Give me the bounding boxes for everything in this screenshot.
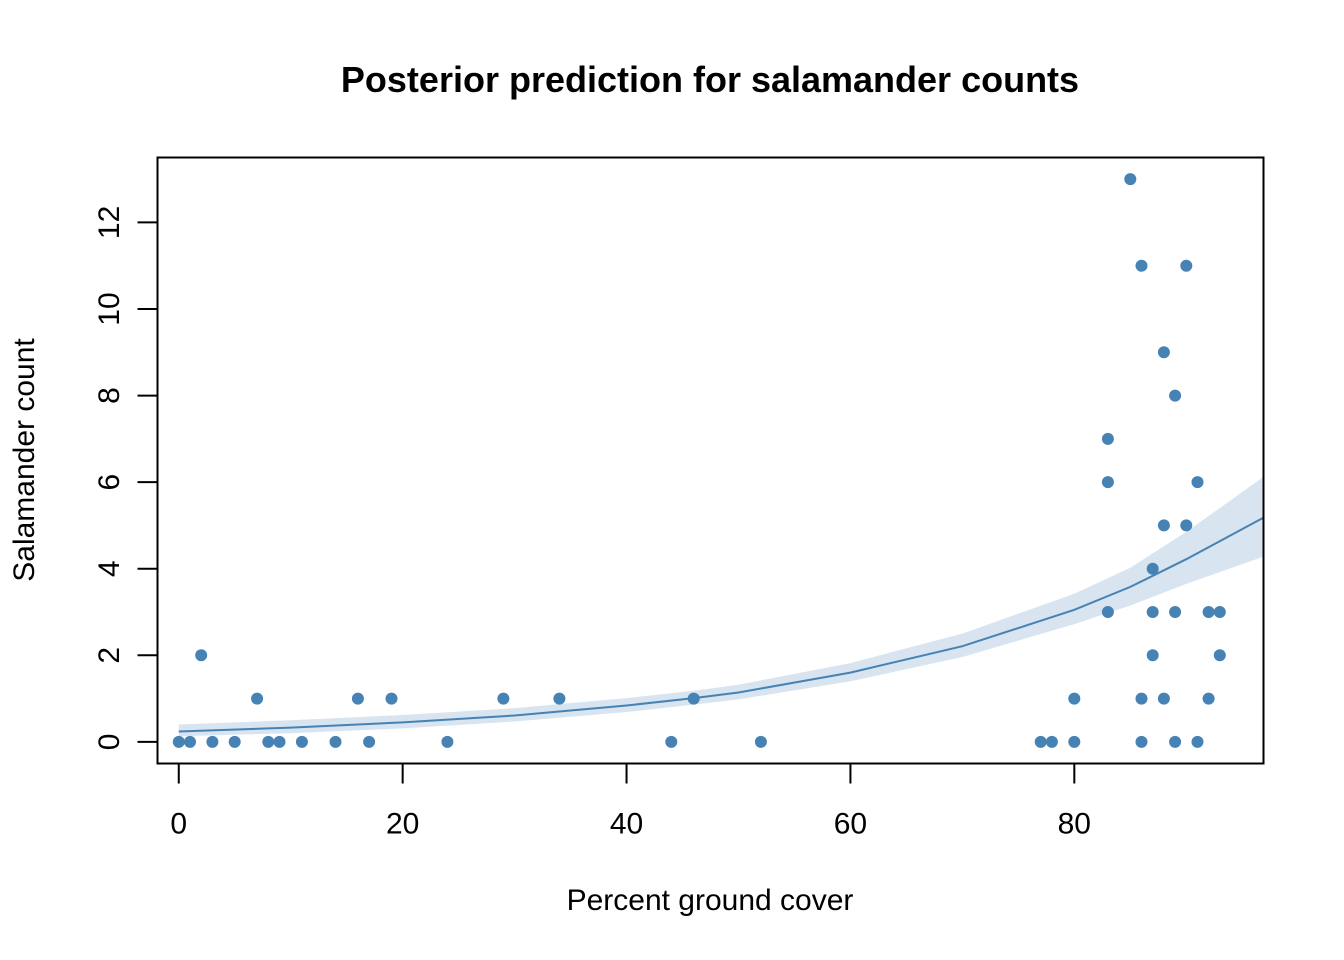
data-point — [1157, 519, 1170, 532]
data-point — [1169, 389, 1182, 402]
data-point — [295, 735, 308, 748]
data-point — [1146, 649, 1159, 662]
y-tick-label: 10 — [93, 292, 126, 325]
y-axis: 0 2 4 6 8 10 12 — [93, 206, 159, 751]
x-tick-label: 20 — [386, 808, 419, 841]
data-point — [1157, 346, 1170, 359]
data-point — [172, 735, 185, 748]
data-point — [1101, 476, 1114, 489]
posterior-mean-line — [178, 516, 1264, 733]
chart-title: Posterior prediction for salamander coun… — [341, 59, 1079, 100]
data-point — [1191, 735, 1204, 748]
data-point — [251, 692, 264, 705]
data-point — [1157, 692, 1170, 705]
data-point — [184, 735, 196, 748]
data-point — [1135, 692, 1148, 705]
data-point — [1101, 606, 1114, 618]
data-point — [1068, 735, 1081, 748]
x-tick-label: 40 — [610, 808, 643, 841]
x-axis: 0 20 40 60 80 — [170, 762, 1091, 841]
mean-line-layer — [178, 516, 1264, 733]
data-point — [1202, 606, 1215, 618]
data-point — [329, 735, 342, 748]
data-point — [228, 735, 241, 748]
credible-band-layer — [178, 476, 1264, 737]
y-tick-label: 2 — [93, 647, 126, 664]
data-point — [754, 735, 767, 748]
data-point — [351, 692, 364, 705]
data-point — [497, 692, 510, 705]
data-point — [1169, 606, 1182, 618]
data-point — [1068, 692, 1081, 705]
x-tick-label: 80 — [1058, 808, 1091, 841]
y-tick-label: 4 — [93, 560, 126, 577]
x-tick-label: 0 — [170, 808, 187, 841]
data-point — [206, 735, 219, 748]
credible-band — [178, 476, 1264, 737]
y-tick-label: 6 — [93, 474, 126, 491]
data-point — [262, 735, 275, 748]
x-axis-label: Percent ground cover — [567, 884, 854, 917]
y-tick-label: 12 — [93, 206, 126, 239]
data-point — [441, 735, 454, 748]
data-point — [1124, 173, 1137, 186]
data-point — [195, 649, 208, 662]
data-points-layer — [172, 173, 1226, 748]
data-point — [1180, 519, 1193, 532]
data-point — [1202, 692, 1215, 705]
x-tick-label: 60 — [834, 808, 867, 841]
y-tick-label: 8 — [93, 387, 126, 404]
data-point — [1034, 735, 1047, 748]
data-point — [273, 735, 286, 748]
data-point — [1191, 476, 1204, 489]
y-tick-label: 0 — [93, 734, 126, 751]
plot-frame — [156, 156, 1265, 765]
data-point — [1213, 606, 1226, 618]
data-point — [1213, 649, 1226, 662]
data-point — [1169, 735, 1182, 748]
data-point — [1101, 432, 1114, 445]
data-point — [1180, 259, 1193, 272]
data-point — [363, 735, 376, 748]
data-point — [1045, 735, 1058, 748]
data-point — [665, 735, 678, 748]
data-point — [1135, 259, 1148, 272]
data-point — [1146, 606, 1159, 618]
y-axis-label: Salamander count — [8, 338, 41, 582]
data-point — [687, 692, 700, 705]
data-point — [1146, 562, 1159, 575]
data-point — [553, 692, 566, 705]
data-point — [1135, 735, 1148, 748]
data-point — [385, 692, 398, 705]
